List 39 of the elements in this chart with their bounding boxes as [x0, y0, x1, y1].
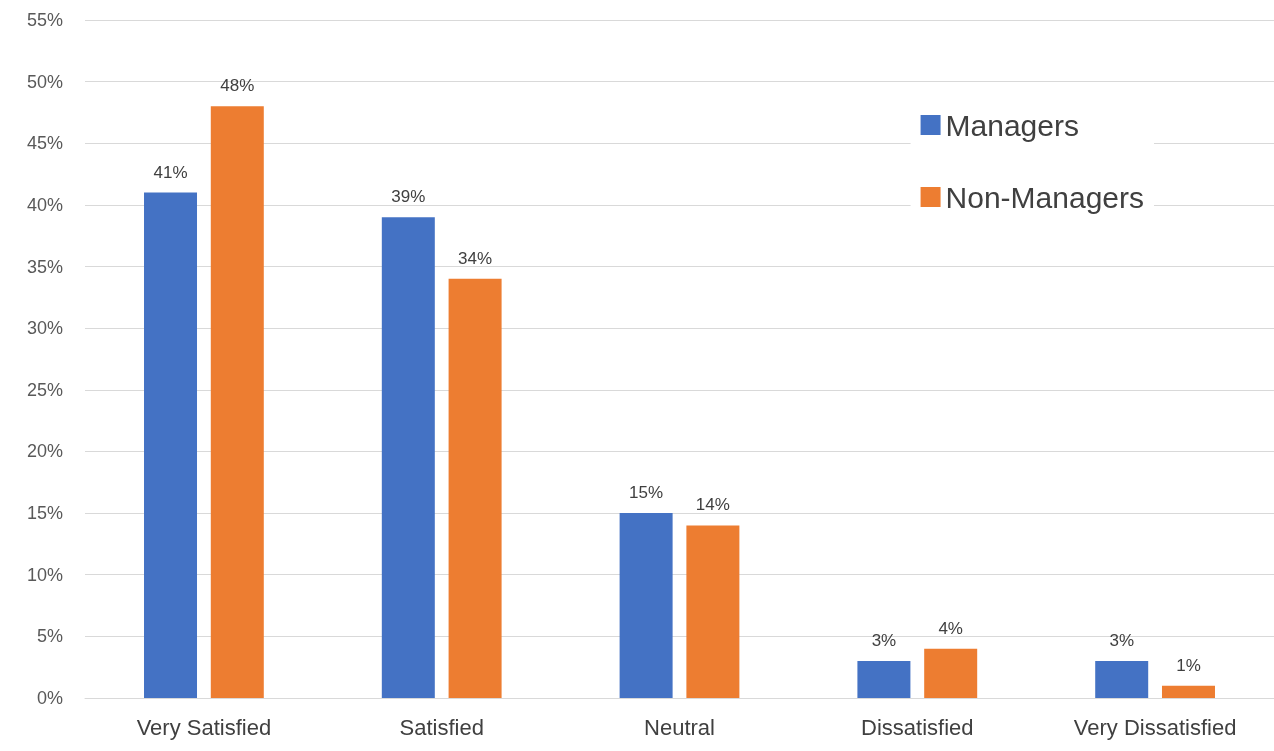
bar: [686, 525, 740, 698]
x-tick-label: Very Satisfied: [136, 714, 272, 740]
y-tick-label: 50%: [26, 71, 63, 92]
bar: [448, 278, 502, 698]
data-label: 39%: [391, 187, 426, 207]
x-tick-label: Dissatisfied: [861, 714, 974, 740]
y-tick-label: 25%: [26, 379, 63, 400]
bar: [857, 661, 911, 698]
y-tick-label: 45%: [26, 133, 63, 154]
y-tick-label: 0%: [36, 688, 63, 708]
y-tick-label: 40%: [26, 194, 63, 215]
data-label: 48%: [220, 76, 255, 96]
y-tick-label: 20%: [26, 441, 63, 462]
legend-label: Non-Managers: [945, 180, 1145, 214]
legend-label: Managers: [945, 108, 1079, 142]
data-label: 3%: [1109, 631, 1134, 651]
data-label: 41%: [153, 162, 188, 182]
y-tick-label: 15%: [26, 503, 63, 524]
data-label: 34%: [458, 248, 493, 268]
y-tick-label: 30%: [26, 318, 63, 339]
bar: [1161, 685, 1215, 698]
data-label: 3%: [871, 631, 897, 651]
bar: [1095, 661, 1149, 698]
data-label: 15%: [629, 483, 664, 503]
x-tick-label: Very Dissatisfied: [1073, 714, 1237, 740]
data-label: 14%: [695, 495, 730, 515]
bar: [924, 648, 978, 698]
bar: [144, 192, 198, 698]
data-label: 1%: [1176, 655, 1201, 675]
y-tick-label: 5%: [36, 626, 63, 647]
bar: [210, 106, 264, 698]
bar: [381, 217, 435, 698]
bar: [619, 513, 673, 698]
data-label: 4%: [938, 618, 963, 638]
y-tick-label: 55%: [26, 10, 63, 30]
x-tick-label: Satisfied: [399, 714, 484, 740]
y-tick-label: 10%: [26, 564, 63, 585]
x-tick-label: Neutral: [644, 714, 715, 740]
y-tick-label: 35%: [26, 256, 63, 277]
